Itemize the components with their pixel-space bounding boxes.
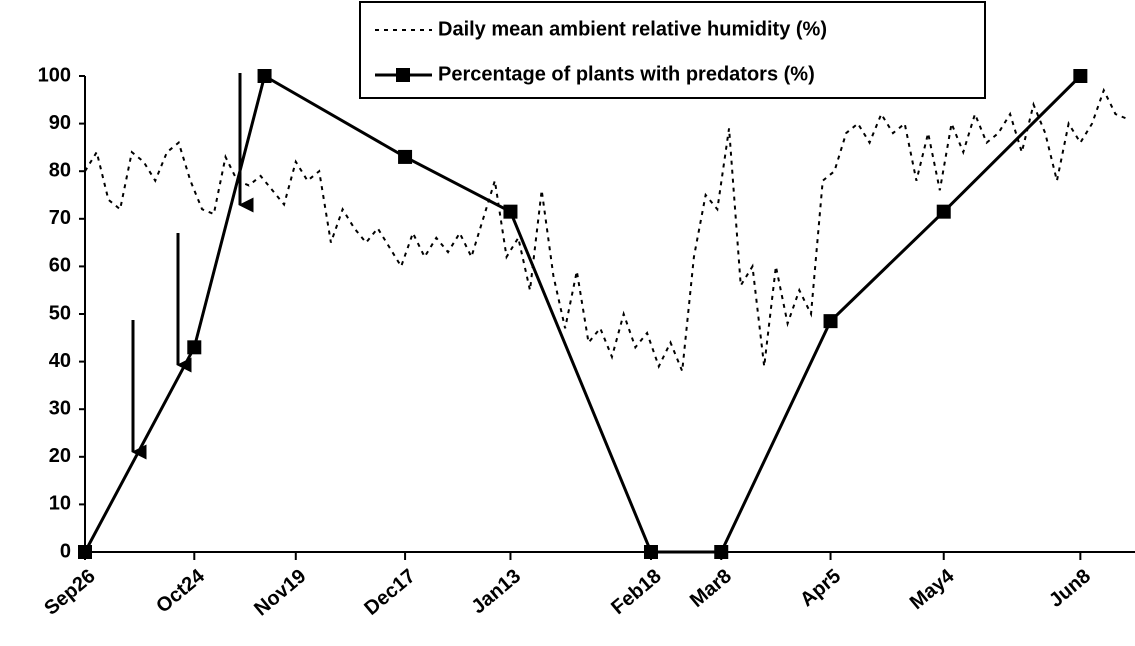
marker [257, 69, 272, 83]
arrows [131, 73, 254, 460]
legend-label: Percentage of plants with predators (%) [438, 63, 815, 85]
x-tick-label: Nov19 [250, 565, 310, 620]
marker [643, 545, 658, 559]
y-tick-label: 90 [49, 112, 71, 134]
y-tick-label: 100 [38, 64, 71, 86]
legend-box [359, 1, 986, 99]
y-tick-label: 40 [49, 350, 71, 372]
y-tick-label: 60 [49, 255, 71, 277]
x-tick-label: Oct24 [152, 564, 209, 617]
y-tick-label: 0 [60, 540, 71, 562]
y-tick-label: 50 [49, 302, 71, 324]
y-tick-label: 30 [49, 397, 71, 419]
marker [823, 314, 838, 329]
marker [503, 204, 518, 219]
series-line [84, 87, 1128, 372]
series-line [83, 73, 1082, 554]
y-tick-label: 80 [49, 159, 71, 181]
y-tick-label: 70 [49, 207, 71, 229]
x-tick-label: Apr5 [796, 565, 845, 611]
x-tick-label: Jun8 [1045, 565, 1095, 612]
y-tick-label: 20 [49, 445, 71, 467]
x-tick-label: Sep26 [40, 565, 99, 620]
marker [398, 149, 413, 164]
marker [936, 204, 951, 219]
y-tick-label: 10 [49, 493, 71, 515]
x-tick-label: Jan13 [467, 565, 525, 618]
x-tick-label: Mar8 [686, 565, 736, 612]
legend-marker [396, 68, 410, 82]
marker [1073, 69, 1088, 83]
marker [714, 545, 729, 559]
legend-label: Daily mean ambient relative humidity (%) [438, 18, 827, 40]
marker [187, 340, 202, 355]
x-tick-label: Feb18 [607, 565, 665, 619]
marker [78, 545, 92, 559]
x-tick-label: May4 [906, 564, 959, 614]
x-tick-label: Dec17 [360, 565, 419, 620]
